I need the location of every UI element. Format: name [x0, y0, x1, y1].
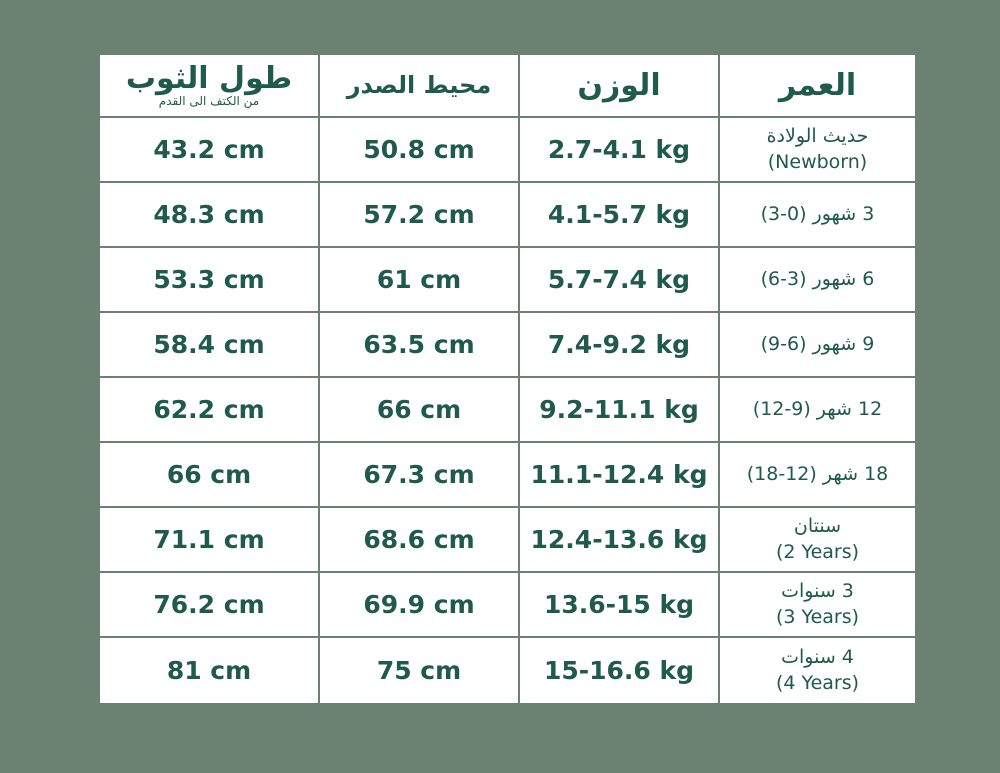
age-cell: 3 سنوات (3 Years) — [720, 573, 915, 638]
header-weight: الوزن — [520, 55, 720, 118]
length-cell: 53.3 cm — [100, 248, 320, 313]
header-length: طول الثوب من الكتف الى القدم — [100, 55, 320, 118]
chest-cell: 66 cm — [320, 378, 520, 443]
chest-cell: 68.6 cm — [320, 508, 520, 573]
weight-value: 4.1-5.7 kg — [547, 200, 691, 229]
length-value: 62.2 cm — [153, 395, 265, 424]
header-weight-title: الوزن — [577, 67, 661, 103]
weight-cell: 5.7-7.4 kg — [520, 248, 720, 313]
chest-value: 50.8 cm — [363, 135, 475, 164]
weight-cell: 13.6-15 kg — [520, 573, 720, 638]
age-arabic: 3 سنوات — [781, 579, 854, 602]
chest-cell: 75 cm — [320, 638, 520, 703]
weight-cell: 12.4-13.6 kg — [520, 508, 720, 573]
chest-value: 69.9 cm — [363, 590, 475, 619]
chest-value: 68.6 cm — [363, 525, 475, 554]
age-arabic: سنتان — [793, 514, 842, 537]
weight-cell: 11.1-12.4 kg — [520, 443, 720, 508]
age-arabic: 3 شهور (0-3) — [760, 202, 875, 225]
age-arabic: 18 شهر (12-18) — [746, 462, 889, 485]
header-chest-title: محيط الصدر — [346, 70, 492, 99]
chest-value: 61 cm — [376, 265, 462, 294]
weight-value: 15-16.6 kg — [543, 656, 695, 685]
weight-value: 2.7-4.1 kg — [547, 135, 691, 164]
age-arabic: 12 شهر (9-12) — [752, 397, 883, 420]
chest-value: 75 cm — [376, 656, 462, 685]
weight-cell: 7.4-9.2 kg — [520, 313, 720, 378]
weight-value: 7.4-9.2 kg — [547, 330, 691, 359]
chest-cell: 50.8 cm — [320, 118, 520, 183]
length-cell: 48.3 cm — [100, 183, 320, 248]
length-cell: 58.4 cm — [100, 313, 320, 378]
chest-cell: 63.5 cm — [320, 313, 520, 378]
weight-value: 5.7-7.4 kg — [547, 265, 691, 294]
length-value: 71.1 cm — [153, 525, 265, 554]
length-value: 81 cm — [166, 656, 252, 685]
chest-value: 57.2 cm — [363, 200, 475, 229]
chest-value: 66 cm — [376, 395, 462, 424]
age-cell: 18 شهر (12-18) — [720, 443, 915, 508]
length-cell: 76.2 cm — [100, 573, 320, 638]
header-age-title: العمر — [778, 67, 857, 103]
length-cell: 66 cm — [100, 443, 320, 508]
weight-cell: 2.7-4.1 kg — [520, 118, 720, 183]
weight-value: 12.4-13.6 kg — [530, 525, 708, 554]
header-length-subtitle: من الكتف الى القدم — [158, 94, 260, 109]
header-length-title: طول الثوب — [125, 60, 293, 96]
age-english: (2 Years) — [775, 540, 860, 563]
age-arabic: 9 شهور (6-9) — [760, 332, 875, 355]
length-value: 58.4 cm — [153, 330, 265, 359]
length-cell: 62.2 cm — [100, 378, 320, 443]
length-value: 53.3 cm — [153, 265, 265, 294]
weight-value: 13.6-15 kg — [543, 590, 695, 619]
length-cell: 81 cm — [100, 638, 320, 703]
age-english: (Newborn) — [767, 150, 868, 173]
header-age: العمر — [720, 55, 915, 118]
size-chart-table: طول الثوب من الكتف الى القدم محيط الصدر … — [100, 55, 915, 703]
weight-cell: 4.1-5.7 kg — [520, 183, 720, 248]
age-arabic: 4 سنوات — [781, 645, 854, 668]
length-value: 48.3 cm — [153, 200, 265, 229]
length-value: 43.2 cm — [153, 135, 265, 164]
chest-cell: 69.9 cm — [320, 573, 520, 638]
header-chest: محيط الصدر — [320, 55, 520, 118]
age-english: (4 Years) — [775, 671, 860, 694]
age-cell: حديث الولادة (Newborn) — [720, 118, 915, 183]
length-cell: 43.2 cm — [100, 118, 320, 183]
age-cell: 4 سنوات (4 Years) — [720, 638, 915, 703]
age-cell: 6 شهور (3-6) — [720, 248, 915, 313]
age-cell: 3 شهور (0-3) — [720, 183, 915, 248]
length-value: 76.2 cm — [153, 590, 265, 619]
chest-cell: 57.2 cm — [320, 183, 520, 248]
age-arabic: حديث الولادة — [766, 124, 869, 147]
length-value: 66 cm — [166, 460, 252, 489]
weight-value: 11.1-12.4 kg — [530, 460, 708, 489]
age-cell: سنتان (2 Years) — [720, 508, 915, 573]
weight-value: 9.2-11.1 kg — [539, 395, 699, 424]
weight-cell: 9.2-11.1 kg — [520, 378, 720, 443]
age-cell: 9 شهور (6-9) — [720, 313, 915, 378]
chest-value: 63.5 cm — [363, 330, 475, 359]
age-english: (3 Years) — [775, 605, 860, 628]
age-cell: 12 شهر (9-12) — [720, 378, 915, 443]
age-arabic: 6 شهور (3-6) — [760, 267, 875, 290]
chest-cell: 61 cm — [320, 248, 520, 313]
length-cell: 71.1 cm — [100, 508, 320, 573]
chest-value: 67.3 cm — [363, 460, 475, 489]
chest-cell: 67.3 cm — [320, 443, 520, 508]
weight-cell: 15-16.6 kg — [520, 638, 720, 703]
